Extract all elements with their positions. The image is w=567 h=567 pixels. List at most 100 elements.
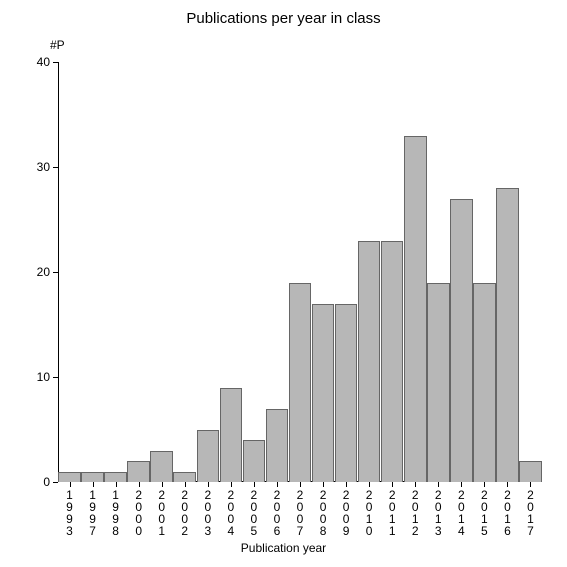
bar (173, 472, 196, 483)
bar (127, 461, 150, 482)
x-tick-mark (438, 482, 439, 487)
x-tick-label: 2012 (409, 488, 421, 536)
bar (473, 283, 496, 483)
y-tick-mark (53, 62, 58, 63)
x-tick-mark (116, 482, 117, 487)
bar-slot: 2016 (496, 62, 519, 482)
y-tick-mark (53, 272, 58, 273)
bar (335, 304, 358, 483)
bar (266, 409, 289, 483)
x-tick-label: 2007 (294, 488, 306, 536)
x-tick-label: 1998 (110, 488, 122, 536)
bar (427, 283, 450, 483)
bar (243, 440, 266, 482)
bar (220, 388, 243, 483)
y-tick-label: 30 (37, 160, 50, 174)
bar (150, 451, 173, 483)
bar-slot: 2015 (473, 62, 496, 482)
bar-slot: 2014 (450, 62, 473, 482)
bar-slot: 2007 (288, 62, 311, 482)
plot-area: 1993199719982000200120022003200420052006… (58, 62, 542, 482)
x-tick-label: 2008 (317, 488, 329, 536)
x-tick-label: 2016 (501, 488, 513, 536)
y-axis-label: #P (50, 38, 65, 52)
bar-slot: 2012 (404, 62, 427, 482)
bar-slot: 2017 (519, 62, 542, 482)
x-tick-mark (300, 482, 301, 487)
y-tick-mark (53, 482, 58, 483)
bar (289, 283, 312, 483)
x-tick-mark (231, 482, 232, 487)
bar (104, 472, 127, 483)
bar-slot: 2009 (335, 62, 358, 482)
x-tick-label: 1997 (87, 488, 99, 536)
y-tick-label: 40 (37, 55, 50, 69)
bar-slot: 2013 (427, 62, 450, 482)
x-tick-label: 2014 (455, 488, 467, 536)
x-tick-mark (162, 482, 163, 487)
bar (496, 188, 519, 482)
bar-slot: 2010 (358, 62, 381, 482)
x-tick-mark (139, 482, 140, 487)
bar-slot: 2011 (381, 62, 404, 482)
bar-slot: 2000 (127, 62, 150, 482)
x-axis-label: Publication year (0, 541, 567, 555)
bar (358, 241, 381, 483)
bar (197, 430, 220, 483)
x-tick-mark (323, 482, 324, 487)
bar (58, 472, 81, 483)
x-tick-mark (277, 482, 278, 487)
bar-slot: 1998 (104, 62, 127, 482)
x-tick-label: 2004 (225, 488, 237, 536)
bar-slot: 2008 (312, 62, 335, 482)
x-tick-mark (70, 482, 71, 487)
x-tick-mark (415, 482, 416, 487)
x-tick-mark (530, 482, 531, 487)
bar-slot: 2005 (242, 62, 265, 482)
x-tick-label: 2015 (478, 488, 490, 536)
x-tick-label: 2002 (179, 488, 191, 536)
bars-container: 1993199719982000200120022003200420052006… (58, 62, 542, 482)
y-tick-label: 0 (43, 475, 50, 489)
bar-slot: 1997 (81, 62, 104, 482)
bar (404, 136, 427, 483)
x-tick-mark (392, 482, 393, 487)
publications-bar-chart: Publications per year in class #P 199319… (0, 0, 567, 567)
x-tick-mark (208, 482, 209, 487)
x-tick-label: 2010 (363, 488, 375, 536)
x-tick-mark (346, 482, 347, 487)
chart-title: Publications per year in class (0, 10, 567, 27)
x-tick-mark (507, 482, 508, 487)
bar-slot: 2004 (219, 62, 242, 482)
bar (450, 199, 473, 483)
bar (81, 472, 104, 483)
bar-slot: 2006 (265, 62, 288, 482)
x-tick-label: 2017 (524, 488, 536, 536)
x-tick-mark (185, 482, 186, 487)
x-tick-label: 1993 (64, 488, 76, 536)
bar-slot: 2002 (173, 62, 196, 482)
x-tick-label: 2000 (133, 488, 145, 536)
x-tick-label: 2006 (271, 488, 283, 536)
x-tick-label: 2003 (202, 488, 214, 536)
x-tick-label: 2011 (386, 488, 398, 536)
bar (312, 304, 335, 483)
y-tick-mark (53, 377, 58, 378)
y-tick-mark (53, 167, 58, 168)
x-tick-label: 2001 (156, 488, 168, 536)
bar-slot: 2003 (196, 62, 219, 482)
bar-slot: 1993 (58, 62, 81, 482)
x-tick-label: 2009 (340, 488, 352, 536)
y-tick-label: 20 (37, 265, 50, 279)
x-tick-label: 2005 (248, 488, 260, 536)
bar (381, 241, 404, 483)
x-tick-label: 2013 (432, 488, 444, 536)
x-tick-mark (369, 482, 370, 487)
bar (519, 461, 542, 482)
x-tick-mark (484, 482, 485, 487)
x-tick-mark (93, 482, 94, 487)
x-tick-mark (254, 482, 255, 487)
x-tick-mark (461, 482, 462, 487)
y-tick-label: 10 (37, 370, 50, 384)
bar-slot: 2001 (150, 62, 173, 482)
